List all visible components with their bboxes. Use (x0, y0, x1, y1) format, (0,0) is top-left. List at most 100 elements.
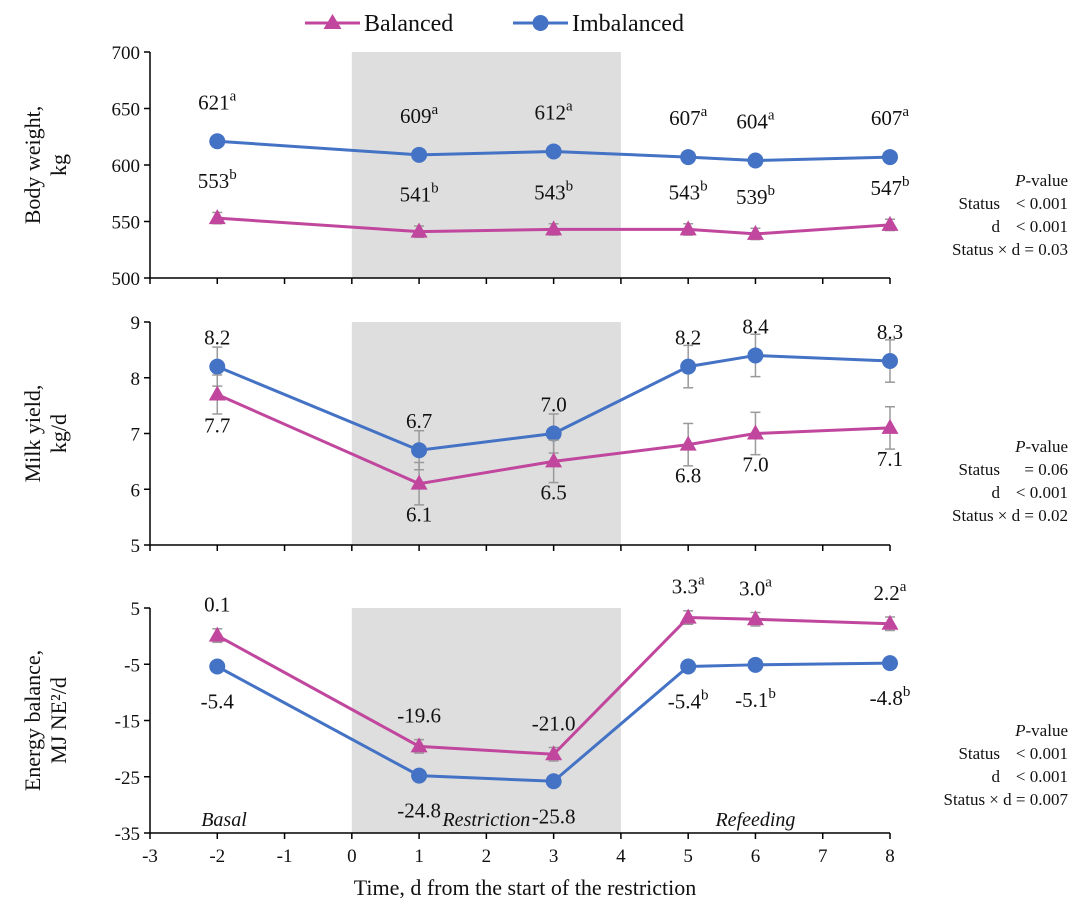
imbalanced-point (545, 425, 562, 442)
imbalanced-point (882, 149, 898, 166)
data-label: -5.1b (735, 686, 776, 712)
imbalanced-point (882, 655, 898, 672)
data-label: 3.0a (739, 574, 772, 600)
data-label-value: 539 (736, 185, 768, 209)
x-tick-label: 3 (549, 846, 559, 867)
data-label: 621a (198, 88, 237, 114)
imbalanced-point (747, 656, 764, 673)
data-label: 3.3a (672, 573, 705, 599)
data-label: 607a (669, 104, 708, 130)
data-label: 8.2 (675, 326, 701, 350)
data-label-value: -19.6 (397, 703, 441, 727)
pvalue-title: P-value (1014, 721, 1068, 740)
data-label: -5.4 (201, 690, 235, 714)
data-label-value: 612 (535, 100, 567, 124)
y-axis-title-line: kg/d (46, 414, 71, 453)
data-label-superscript: a (566, 98, 573, 114)
balanced-point (208, 209, 226, 225)
x-tick-label: -1 (277, 846, 293, 867)
balanced-point (545, 220, 563, 236)
balanced-point (881, 418, 899, 434)
y-tick-label: 6 (131, 480, 141, 501)
pvalue-row-label: Status (958, 460, 1000, 479)
data-label-superscript: a (768, 107, 775, 123)
y-tick-label: 5 (131, 536, 141, 557)
imbalanced-point (209, 133, 226, 150)
y-tick-label: 700 (112, 43, 141, 64)
data-label: 6.5 (541, 480, 567, 504)
pvalue-title-italic: P (1014, 721, 1025, 740)
x-tick-label: 5 (683, 846, 693, 867)
x-tick-label: 2 (482, 846, 492, 867)
phase-label-restriction: Restriction (441, 809, 530, 831)
data-label-value: 7.1 (877, 447, 903, 471)
data-label-value: 2.2 (874, 581, 900, 605)
series-line-balanced (216, 393, 891, 486)
data-label: 0.1 (204, 593, 230, 617)
data-label: 8.3 (877, 320, 903, 344)
balanced-point (881, 614, 899, 630)
data-label-value: 7.0 (742, 453, 768, 477)
data-label: -4.8b (870, 684, 911, 710)
data-label: 7.0 (541, 393, 567, 417)
x-tick-label: 7 (818, 846, 828, 867)
balanced-point (679, 220, 697, 236)
balanced-point (545, 452, 563, 468)
data-label-value: 8.4 (742, 314, 769, 338)
series-line-imbalanced (217, 139, 891, 162)
pvalue-title-rest: -value (1026, 171, 1068, 190)
data-label-value: 621 (198, 90, 230, 114)
data-label: 6.1 (406, 503, 432, 527)
y-tick-label: -25 (115, 768, 140, 789)
balanced-point (410, 737, 428, 753)
pvalue-row-label: Status (958, 744, 1000, 763)
y-axis-title: Milk yield,kg/d (20, 385, 71, 483)
pvalue-row-value: < 0.001 (1016, 767, 1068, 786)
data-label-value: -4.8 (870, 686, 903, 710)
series-line-balanced (217, 216, 891, 236)
data-label-value: 543 (669, 180, 701, 204)
imbalanced-point (680, 149, 697, 166)
data-label: 607a (871, 104, 910, 130)
pvalue-row-label: d (992, 483, 1001, 502)
data-label-value: 609 (400, 104, 432, 128)
data-label-superscript: b (903, 684, 911, 700)
data-label: -19.6 (397, 703, 441, 727)
data-label: -5.4b (668, 688, 709, 714)
data-label-value: -24.8 (397, 799, 441, 823)
data-label: 612a (535, 98, 574, 124)
pvalue-row-interaction: Status × d = 0.007 (944, 790, 1069, 809)
balanced-point (746, 610, 764, 626)
data-label-value: 8.2 (675, 326, 701, 350)
restriction-shade (351, 52, 621, 278)
y-tick-label: 9 (131, 313, 141, 334)
pvalue-row-value: < 0.001 (1016, 744, 1068, 763)
imbalanced-point (411, 146, 428, 163)
y-tick-label: 600 (112, 156, 141, 177)
pvalue-title: P-value (1014, 437, 1068, 456)
balanced-point (881, 215, 899, 231)
data-label-value: 553 (198, 169, 230, 193)
imbalanced-point (680, 358, 697, 375)
pvalue-row-label: d (992, 217, 1001, 236)
data-label-value: 6.1 (406, 503, 432, 527)
phase-label-refeeding: Refeeding (714, 809, 795, 831)
series-line-balanced (216, 616, 891, 756)
data-label-superscript: b (701, 688, 709, 704)
data-label-value: 7.0 (541, 393, 567, 417)
data-label: 604a (736, 107, 775, 133)
data-label-value: 8.3 (877, 320, 903, 344)
data-label-superscript: b (700, 178, 708, 194)
panel-3: 5 -5 -15 -25 -35 Energy balance,MJ NE²/d 0.1 -1… (20, 573, 1068, 845)
imbalanced-point (747, 347, 764, 364)
data-label-superscript: b (229, 167, 237, 183)
data-label: -24.8 (397, 799, 441, 823)
y-tick-label: -15 (115, 712, 140, 733)
panel-2: 9 8 7 6 5 Milk yield,kg/d 8.2 6.7 7.0 8.2 8.4 8.3 7.… (20, 313, 1068, 557)
y-tick-label: 5 (131, 599, 141, 620)
series-line-imbalanced (216, 661, 891, 783)
x-tick-label: -2 (209, 846, 225, 867)
data-label: 547b (871, 174, 910, 200)
